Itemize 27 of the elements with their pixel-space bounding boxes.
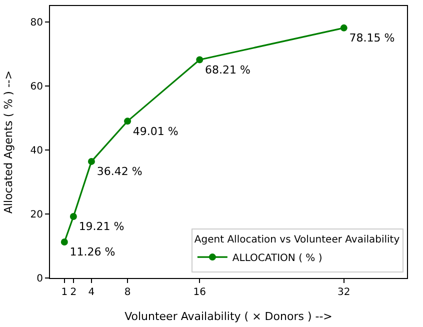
data-label: 11.26 % [70,246,116,259]
point [88,158,95,165]
data-label: 36.42 % [96,165,142,178]
x-tick-label: 16 [193,287,206,298]
x-tick-label: 32 [338,287,350,298]
point [124,118,132,125]
y-tick-label: 20 [30,210,43,220]
data-label: 19.21 % [78,220,124,234]
x-axis-title: Volunteer Availability ( × Donors ) --> [124,310,332,324]
x-tick-label: 2 [70,287,77,298]
x-tick-label: 1 [61,287,68,298]
y-axis-title: Allocated Agents ( % ) --> [2,70,15,214]
point [70,213,77,220]
point [60,238,68,246]
y-tick-label: 60 [30,82,43,92]
point [340,24,348,32]
legend-label: ALLOCATION ( % ) [232,252,322,264]
y-tick-label: 40 [30,146,43,156]
data-label: 68.21 % [205,63,250,76]
point [196,56,204,64]
legend-title: Agent Allocation vs Volunteer Availability [194,234,400,246]
y-tick-label: 80 [30,18,43,28]
x-tick-label: 8 [124,287,131,298]
x-tick-label: 4 [88,287,95,298]
data-label: 49.01 % [132,124,178,138]
y-tick-label: 0 [36,274,43,284]
data-label: 78.15 % [349,32,395,45]
